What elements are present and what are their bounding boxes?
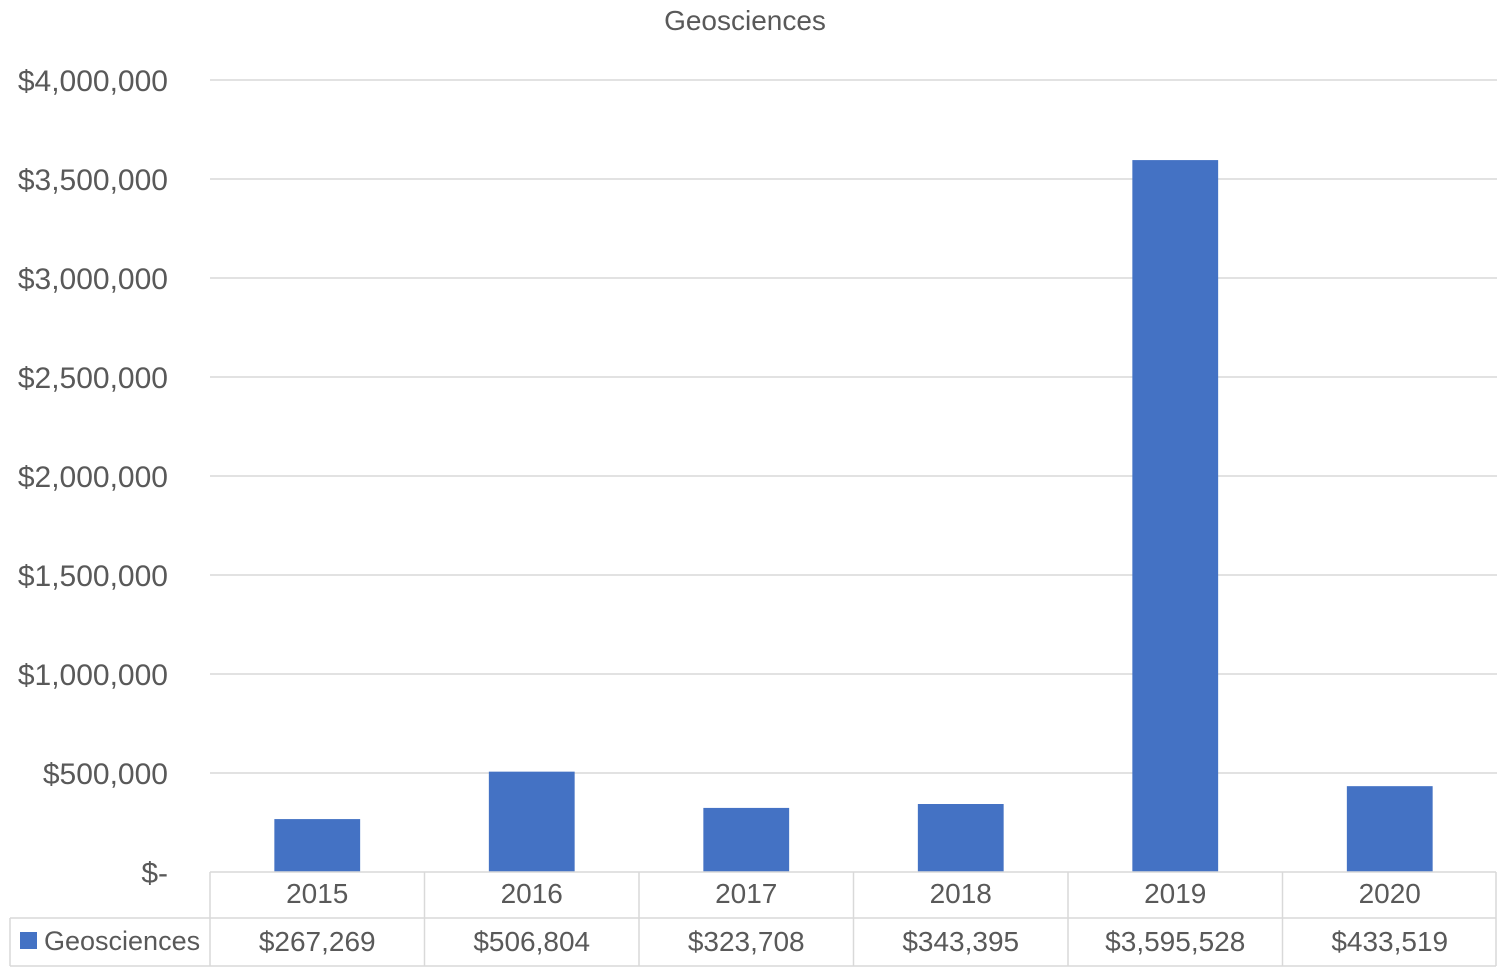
y-tick-label: $500,000 xyxy=(43,758,168,791)
x-tick-label: 2018 xyxy=(930,878,992,909)
gridlines xyxy=(210,79,1497,774)
bars xyxy=(274,160,1433,872)
data-table-value: $343,395 xyxy=(902,926,1019,957)
chart-title: Geosciences xyxy=(664,5,826,36)
y-tick-label: $1,500,000 xyxy=(18,560,168,593)
bar-2015 xyxy=(274,819,361,872)
legend-key xyxy=(20,932,37,949)
y-tick-label: $3,500,000 xyxy=(18,164,168,197)
x-tick-label: 2020 xyxy=(1359,878,1421,909)
bar-2020 xyxy=(1346,786,1433,872)
y-tick-label: $- xyxy=(141,857,168,890)
y-tick-label: $2,500,000 xyxy=(18,362,168,395)
data-table-value: $267,269 xyxy=(259,926,376,957)
bar-2018 xyxy=(917,804,1004,872)
data-table-value: $323,708 xyxy=(688,926,805,957)
x-tick-label: 2017 xyxy=(715,878,777,909)
y-tick-label: $1,000,000 xyxy=(18,659,168,692)
data-table-value: $3,595,528 xyxy=(1105,926,1245,957)
bar-2019 xyxy=(1132,160,1219,872)
bar-2016 xyxy=(488,771,575,872)
y-axis-tick-labels: $- $500,000 $1,000,000 $1,500,000 $2,000,000… xyxy=(18,65,168,890)
data-table-value: $433,519 xyxy=(1331,926,1448,957)
legend-series-name: Geosciences xyxy=(44,926,200,956)
data-table: 2015 $267,269 2016 $506,804 2017 $323,708 2018… xyxy=(9,871,1497,967)
y-tick-label: $3,000,000 xyxy=(18,263,168,296)
data-table-value: $506,804 xyxy=(473,926,590,957)
x-tick-label: 2016 xyxy=(501,878,563,909)
x-tick-label: 2015 xyxy=(286,878,348,909)
bar-2017 xyxy=(703,807,790,872)
x-tick-label: 2019 xyxy=(1144,878,1206,909)
y-tick-label: $4,000,000 xyxy=(18,65,168,98)
y-tick-label: $2,000,000 xyxy=(18,461,168,494)
